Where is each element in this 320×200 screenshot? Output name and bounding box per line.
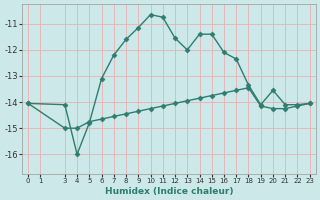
X-axis label: Humidex (Indice chaleur): Humidex (Indice chaleur) bbox=[105, 187, 233, 196]
